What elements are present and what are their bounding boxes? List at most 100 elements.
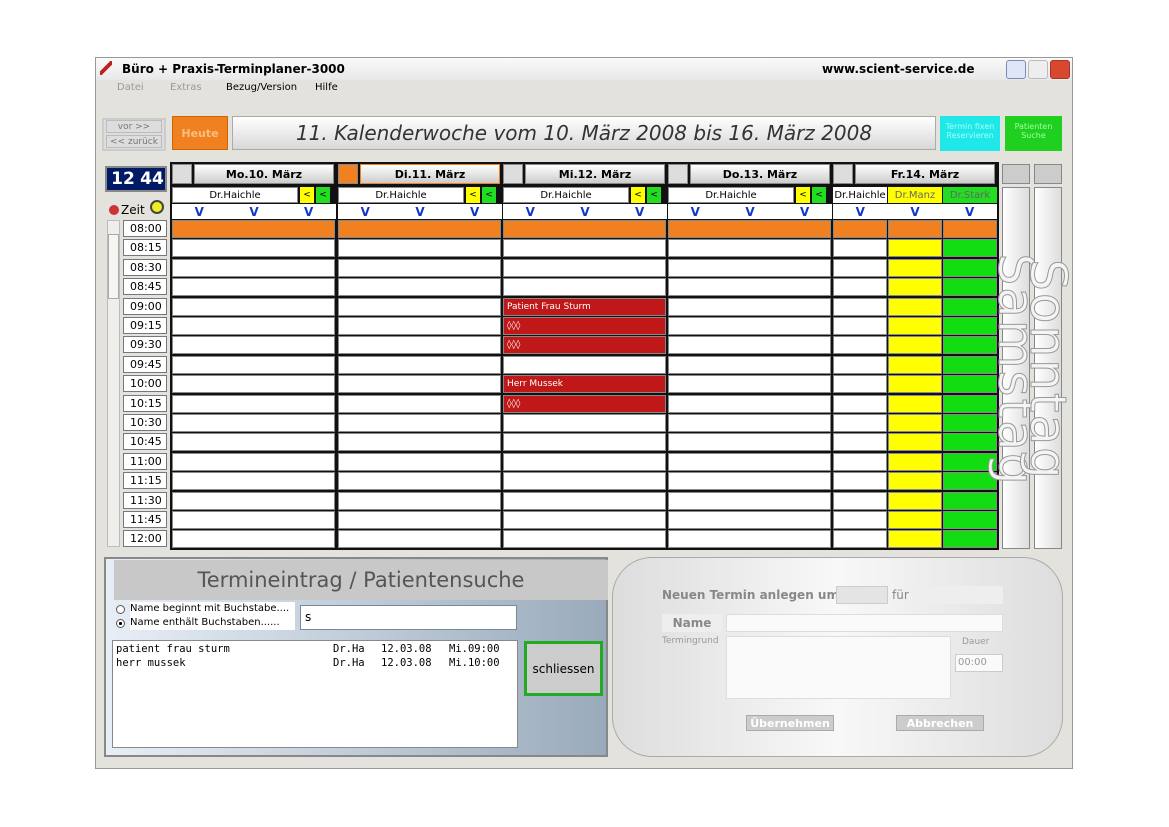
- time-slot[interactable]: [338, 414, 501, 432]
- time-slot[interactable]: [833, 414, 887, 432]
- time-slot[interactable]: [833, 452, 887, 471]
- time-slot[interactable]: [172, 530, 335, 549]
- reason-input[interactable]: [726, 636, 951, 699]
- time-slot[interactable]: [833, 220, 887, 238]
- appointment[interactable]: Herr Mussek: [503, 375, 666, 394]
- time-slot[interactable]: [943, 297, 997, 316]
- time-slot[interactable]: [668, 433, 831, 452]
- maximize-button[interactable]: [1028, 60, 1048, 79]
- day-arrow[interactable]: [338, 164, 358, 184]
- reserve-button[interactable]: Termin fixen Reservieren: [940, 116, 1000, 151]
- time-slot[interactable]: [338, 317, 501, 335]
- doctor-button[interactable]: <: [482, 187, 496, 203]
- time-slot[interactable]: [338, 355, 501, 374]
- name-input[interactable]: [726, 614, 1003, 632]
- time-cell[interactable]: 10:00: [123, 375, 167, 393]
- doctor-button[interactable]: <: [300, 187, 314, 203]
- time-slot[interactable]: [172, 433, 335, 452]
- column-marker[interactable]: V: [503, 204, 558, 219]
- time-slot[interactable]: [888, 336, 942, 355]
- time-slot[interactable]: [172, 394, 335, 413]
- menu-item[interactable]: Bezug/Version: [226, 82, 298, 93]
- time-slot[interactable]: [943, 336, 997, 355]
- time-slot[interactable]: [668, 511, 831, 529]
- duration-select[interactable]: 00:00: [955, 654, 1003, 672]
- time-slot[interactable]: [668, 317, 831, 335]
- time-slot[interactable]: [833, 336, 887, 355]
- menu-item[interactable]: Datei: [117, 82, 144, 93]
- time-slot[interactable]: [503, 239, 666, 258]
- scrollbar[interactable]: [107, 220, 120, 547]
- column-marker[interactable]: V: [942, 204, 997, 219]
- time-slot[interactable]: [503, 511, 666, 529]
- time-slot[interactable]: [668, 258, 831, 277]
- appointment[interactable]: ◊◊◊: [503, 394, 666, 413]
- close-button[interactable]: [1050, 60, 1070, 79]
- time-cell[interactable]: 08:30: [123, 258, 167, 276]
- time-cell[interactable]: 09:30: [123, 336, 167, 354]
- time-slot[interactable]: [668, 530, 831, 549]
- time-cell[interactable]: 10:30: [123, 414, 167, 431]
- time-slot[interactable]: [668, 355, 831, 374]
- time-slot[interactable]: [888, 414, 942, 432]
- time-cell[interactable]: 09:00: [123, 297, 167, 315]
- time-slot[interactable]: [943, 414, 997, 432]
- time-slot[interactable]: [668, 375, 831, 394]
- time-slot[interactable]: [172, 317, 335, 335]
- time-slot[interactable]: [943, 258, 997, 277]
- column-marker[interactable]: V: [887, 204, 943, 219]
- time-cell[interactable]: 11:00: [123, 452, 167, 470]
- time-slot[interactable]: [172, 278, 335, 297]
- column-marker[interactable]: V: [226, 204, 282, 219]
- time-slot[interactable]: [888, 239, 942, 258]
- time-slot[interactable]: [943, 278, 997, 297]
- time-slot[interactable]: [503, 355, 666, 374]
- day-header[interactable]: Fr.14. März: [855, 164, 995, 184]
- time-slot[interactable]: [833, 394, 887, 413]
- time-slot[interactable]: [943, 239, 997, 258]
- column-marker[interactable]: V: [668, 204, 723, 219]
- time-slot[interactable]: [503, 414, 666, 432]
- time-slot[interactable]: [338, 511, 501, 529]
- search-input[interactable]: s: [300, 605, 517, 630]
- time-slot[interactable]: [172, 452, 335, 471]
- time-slot[interactable]: [833, 472, 887, 491]
- column-marker[interactable]: V: [447, 204, 502, 219]
- time-slot[interactable]: [833, 239, 887, 258]
- time-slot[interactable]: [503, 452, 666, 471]
- time-slot[interactable]: [943, 433, 997, 452]
- time-slot[interactable]: [833, 511, 887, 529]
- doctor-button[interactable]: <: [316, 187, 330, 203]
- time-slot[interactable]: [172, 472, 335, 491]
- weekend-column[interactable]: [1002, 187, 1030, 549]
- weekend-arrow[interactable]: [1002, 164, 1030, 184]
- time-slot[interactable]: [943, 220, 997, 238]
- menu-item[interactable]: Hilfe: [315, 82, 338, 93]
- day-header[interactable]: Di.11. März: [360, 164, 500, 184]
- time-slot[interactable]: [943, 355, 997, 374]
- day-arrow[interactable]: [172, 164, 192, 184]
- column-marker[interactable]: V: [281, 204, 336, 219]
- time-slot[interactable]: [943, 530, 997, 549]
- result-cell[interactable]: Dr.Ha: [333, 643, 365, 655]
- time-cell[interactable]: 10:45: [123, 433, 167, 451]
- time-slot[interactable]: [888, 472, 942, 491]
- time-slot[interactable]: [833, 258, 887, 277]
- result-cell[interactable]: 12.03.08: [381, 643, 432, 655]
- time-slot[interactable]: [668, 220, 831, 238]
- day-arrow[interactable]: [833, 164, 853, 184]
- day-header[interactable]: Do.13. März: [690, 164, 830, 184]
- time-slot[interactable]: [503, 433, 666, 452]
- time-input[interactable]: [836, 586, 888, 604]
- column-marker[interactable]: V: [557, 204, 613, 219]
- radio-button[interactable]: [116, 605, 125, 614]
- time-slot[interactable]: [172, 375, 335, 394]
- time-cell[interactable]: 11:15: [123, 472, 167, 490]
- accept-button[interactable]: Übernehmen: [746, 715, 834, 731]
- result-cell[interactable]: Mi.09:00: [449, 643, 500, 655]
- time-slot[interactable]: [503, 258, 666, 277]
- doctor-button[interactable]: <: [796, 187, 810, 203]
- patient-search-button[interactable]: Patienten Suche: [1005, 116, 1062, 151]
- time-slot[interactable]: [888, 278, 942, 297]
- time-slot[interactable]: [338, 258, 501, 277]
